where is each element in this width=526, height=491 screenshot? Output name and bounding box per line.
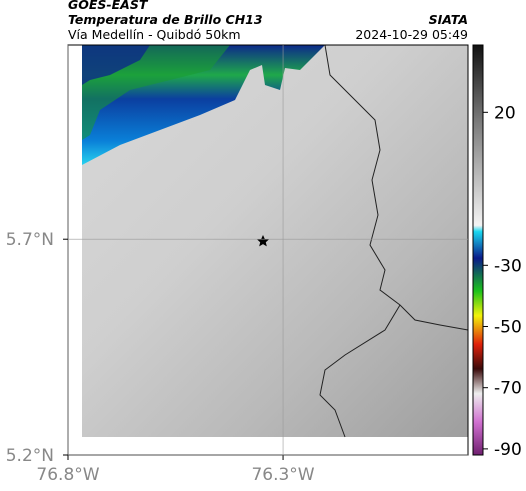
colorbar-label: -70 (494, 379, 522, 399)
border (324, 44, 469, 331)
y-tick-label: 5.2°N (6, 446, 54, 466)
x-tick-label: 76.3°W (251, 465, 314, 485)
location-marker (257, 235, 269, 247)
colorbar-label: 20 (494, 103, 516, 123)
source: GOES-EAST (68, 0, 149, 12)
datetime: 2024-10-29 05:49 (355, 27, 468, 42)
cloud-edge (82, 45, 150, 85)
colorbar-label: -50 (494, 317, 522, 337)
title: Temperatura de Brillo CH13 (68, 12, 263, 27)
x-tick-label: 76.8°W (36, 465, 99, 485)
org: SIATA (429, 12, 468, 27)
colorbar-label: -90 (494, 440, 522, 460)
colorbar-label: -30 (494, 256, 522, 276)
subtitle: Vía Medellín - Quibdó 50km (68, 27, 241, 42)
colorbar (472, 44, 484, 456)
y-tick-label: 5.7°N (6, 230, 54, 250)
border (319, 304, 401, 438)
